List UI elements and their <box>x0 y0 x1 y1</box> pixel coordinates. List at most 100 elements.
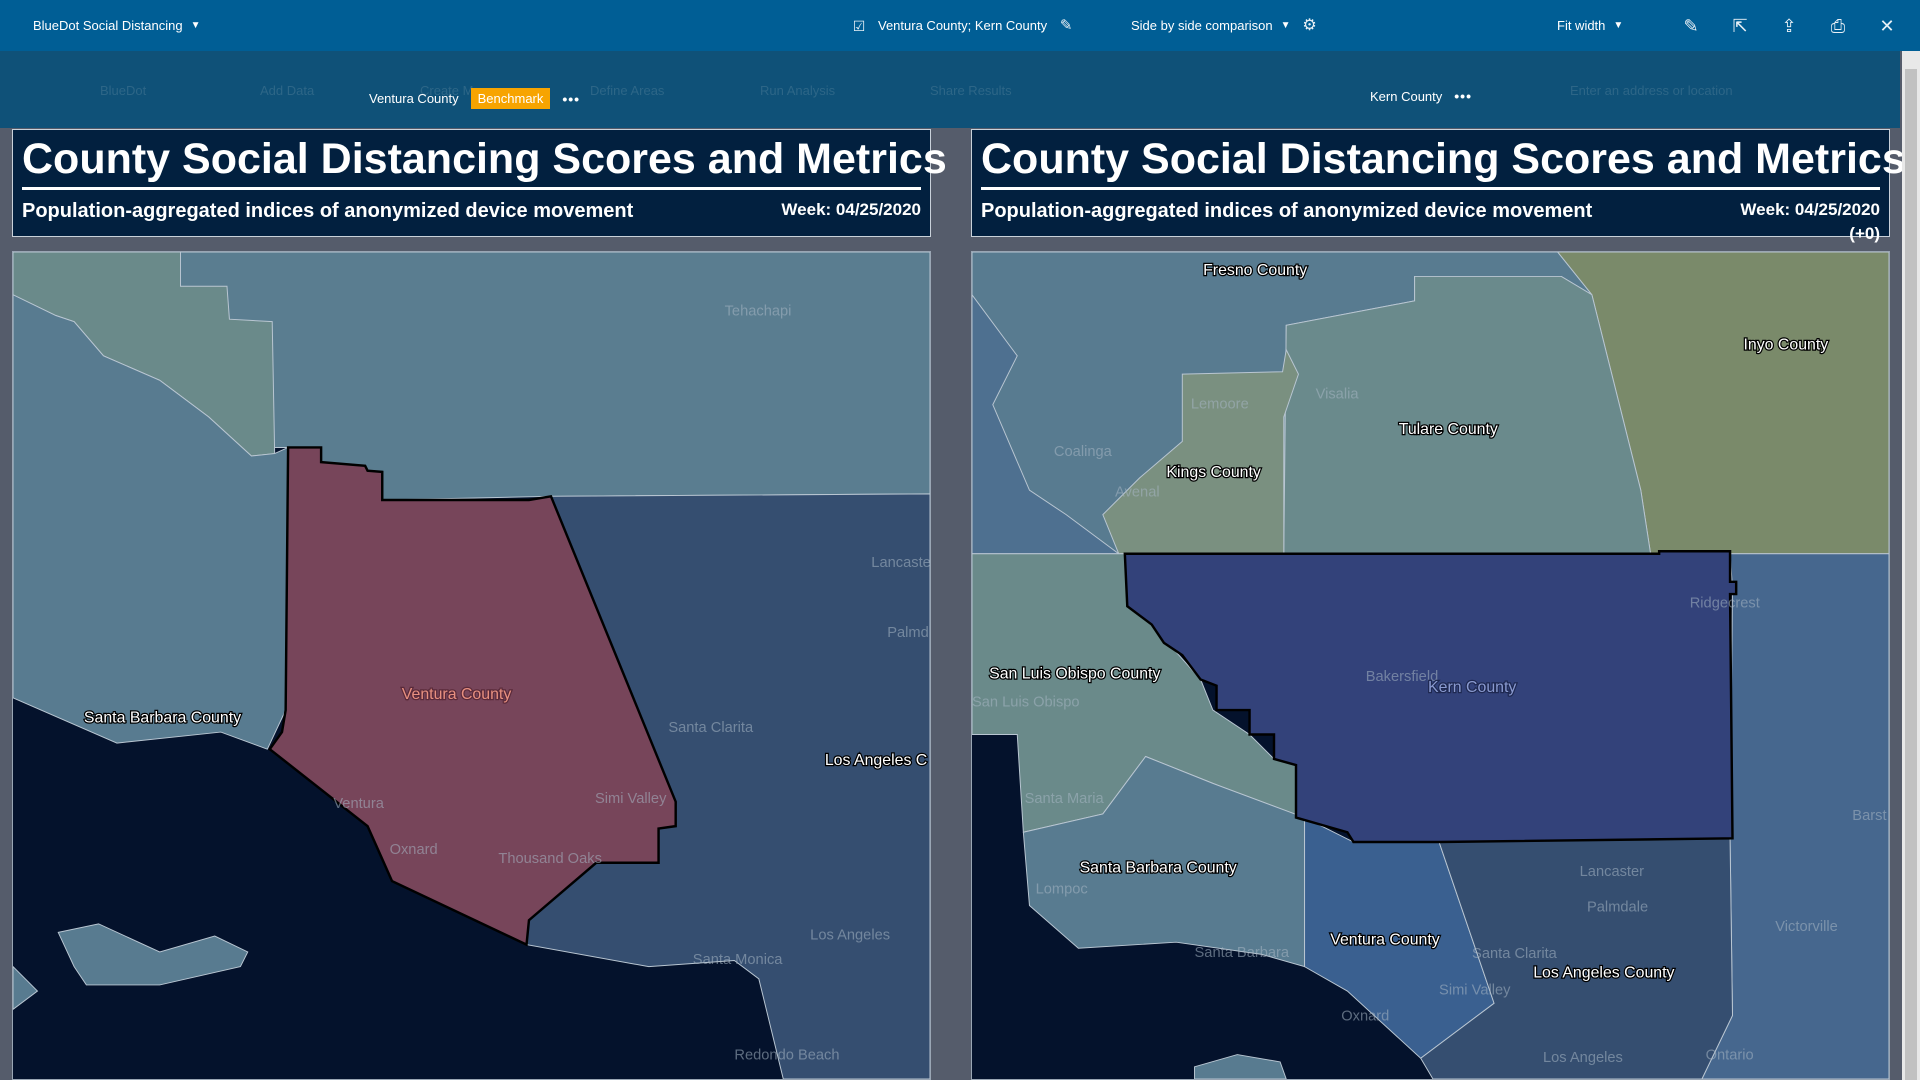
county-label: Ventura County <box>1330 932 1440 949</box>
city-label: Barst <box>1852 808 1886 824</box>
city-label: Santa Clarita <box>668 720 754 736</box>
city-label: Visalia <box>1316 387 1360 403</box>
ghost-nav-item: Share Results <box>930 83 1012 98</box>
city-label: San Luis Obispo <box>972 694 1080 710</box>
county-label: Santa Barbara County <box>1080 860 1237 877</box>
chevron-down-icon: ▼ <box>1613 20 1624 31</box>
share-icon[interactable]: ⇪ <box>1781 15 1797 36</box>
divider <box>981 187 1880 190</box>
right-tab-label: Kern County <box>1370 88 1443 104</box>
right-panel-tab[interactable]: Kern County ••• <box>1370 88 1472 104</box>
city-label: Palmdale <box>1587 900 1648 916</box>
county-label: Ventura County <box>402 686 512 703</box>
close-icon[interactable]: ✕ <box>1879 15 1895 36</box>
city-label: Bakersfield <box>1366 669 1439 685</box>
county-label: Los Angeles County <box>1533 965 1674 982</box>
city-label: Avenal <box>1115 484 1160 500</box>
county-label: Kings County <box>1166 464 1261 481</box>
county-label: San Luis Obispo County <box>989 665 1160 682</box>
county-label: Kern County <box>1428 679 1516 696</box>
view-mode-label: Side by side comparison <box>1131 18 1273 33</box>
top-toolbar: BlueDot Social Distancing ▼ ☑ Ventura Coun… <box>0 0 1920 51</box>
city-label: Tehachapi <box>725 304 792 320</box>
island <box>1194 1054 1287 1079</box>
city-label: Lompoc <box>1036 881 1088 897</box>
subtitle: Population-aggregated indices of anonymi… <box>981 200 1593 222</box>
app-title-dropdown[interactable]: BlueDot Social Distancing ▼ <box>33 18 200 33</box>
ghost-nav-item: Add Data <box>260 83 315 98</box>
county-santa-barbara[interactable] <box>13 294 289 750</box>
left-tab-label: Ventura County <box>369 91 459 106</box>
ghost-search: Enter an address or location <box>1570 83 1733 98</box>
right-header-card: County Social Distancing Scores and Metr… <box>971 129 1906 243</box>
city-label: Ridgecrest <box>1690 595 1760 611</box>
open-external-icon[interactable]: ⇱ <box>1732 15 1748 36</box>
chevron-down-icon: ▼ <box>1280 20 1291 31</box>
scrollbar-thumb[interactable] <box>1905 69 1917 1080</box>
city-label: Victorville <box>1775 919 1837 935</box>
comparison-tab-bar <box>0 51 1900 128</box>
island <box>13 965 39 1010</box>
divider <box>22 187 921 190</box>
county-label: Los Angeles C <box>825 752 927 769</box>
more-options-icon[interactable]: ••• <box>1454 88 1472 104</box>
subtitle: Population-aggregated indices of anonymi… <box>22 200 634 222</box>
county-tulare[interactable] <box>1283 275 1652 555</box>
city-label: Lemoore <box>1191 396 1249 412</box>
edit-icon[interactable]: ✎ <box>1683 15 1699 36</box>
ghost-nav-item: Run Analysis <box>760 83 836 98</box>
city-label: Ventura <box>333 796 384 812</box>
week-value: Week: 04/25/2020 <box>1740 200 1880 219</box>
city-label: Simi Valley <box>1439 983 1511 999</box>
ghost-nav-item: Define Areas <box>590 83 665 98</box>
left-map[interactable]: Tehachapi Lancaste Palmd Santa Clarita S… <box>12 251 931 1080</box>
benchmark-badge: Benchmark <box>470 88 551 109</box>
left-header-card: County Social Distancing Scores and Metr… <box>12 129 947 237</box>
city-label: Los Angeles <box>1543 1050 1623 1066</box>
city-label: Ontario <box>1706 1047 1754 1063</box>
selection-label: Ventura County; Kern County <box>878 18 1048 33</box>
city-label: Oxnard <box>390 842 438 858</box>
zoom-mode-dropdown[interactable]: Fit width ▼ <box>1557 18 1623 33</box>
county-los-angeles[interactable] <box>1420 837 1733 1079</box>
city-label: Lancaste <box>871 555 930 571</box>
city-label: Santa Clarita <box>1472 946 1558 962</box>
right-map[interactable]: Lemoore Visalia Coalinga Avenal Bakersfi… <box>971 251 1890 1080</box>
print-icon[interactable]: ⎙ <box>1830 15 1846 36</box>
zoom-mode-label: Fit width <box>1557 18 1606 33</box>
city-label: Santa Maria <box>1025 791 1105 807</box>
county-label: Fresno County <box>1203 262 1307 279</box>
city-label: Santa Barbara <box>1195 945 1290 961</box>
county-label: Tulare County <box>1399 421 1498 438</box>
county-ventura[interactable] <box>268 446 677 947</box>
page-title: County Social Distancing Scores and Metr… <box>981 135 1906 183</box>
chevron-down-icon: ▼ <box>190 20 201 31</box>
select-icon: ☑ <box>852 17 866 34</box>
week-label: Week: 04/25/2020 (+0) <box>1740 198 1880 246</box>
city-label: Palmd <box>887 625 929 641</box>
week-delta: (+0) <box>1849 224 1880 243</box>
city-label: Los Angeles <box>810 928 890 944</box>
week-label: Week: 04/25/2020 <box>781 198 921 222</box>
pencil-icon[interactable]: ✎ <box>1059 16 1073 34</box>
left-panel-tab[interactable]: Ventura County Benchmark ••• <box>369 88 580 109</box>
page-title: County Social Distancing Scores and Metr… <box>22 135 947 183</box>
county-kern[interactable] <box>1123 550 1738 844</box>
selection-control[interactable]: ☑ Ventura County; Kern County ✎ <box>848 15 1077 37</box>
city-label: Lancaster <box>1580 864 1645 880</box>
island <box>57 923 249 986</box>
city-label: Oxnard <box>1341 1008 1389 1024</box>
more-options-icon[interactable]: ••• <box>562 90 581 107</box>
city-label: Thousand Oaks <box>498 851 602 867</box>
vertical-scrollbar[interactable] <box>1902 51 1920 1080</box>
app-title: BlueDot Social Distancing <box>33 18 183 33</box>
gear-icon[interactable]: ⚙ <box>1302 16 1317 34</box>
ghost-nav-item: BlueDot <box>100 83 147 98</box>
county-label: Santa Barbara County <box>84 709 241 726</box>
city-label: Coalinga <box>1054 444 1113 460</box>
week-value: Week: 04/25/2020 <box>781 200 921 219</box>
city-label: Redondo Beach <box>734 1047 839 1063</box>
view-mode-dropdown[interactable]: Side by side comparison ▼ ⚙ <box>1131 15 1321 37</box>
county-label: Inyo County <box>1744 337 1829 354</box>
city-label: Simi Valley <box>595 791 667 807</box>
